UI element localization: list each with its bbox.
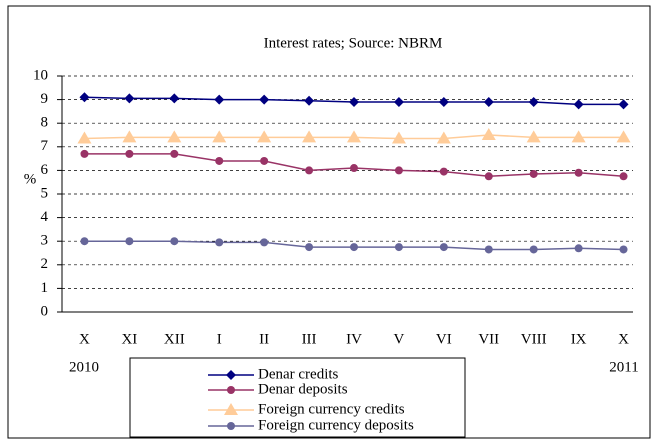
x-tick-label: X (618, 331, 629, 347)
marker (394, 243, 403, 252)
marker (227, 386, 235, 394)
legend (129, 357, 466, 438)
marker (526, 130, 541, 143)
marker (257, 130, 272, 143)
marker (80, 237, 89, 246)
year-label: 2010 (69, 359, 99, 375)
marker (77, 131, 92, 144)
y-tick-label: 6 (41, 162, 49, 178)
x-tick-label: II (259, 331, 269, 347)
marker (125, 149, 134, 158)
y-tick-label: 7 (41, 138, 49, 154)
y-tick-label: 5 (41, 185, 49, 201)
y-tick-label: 2 (41, 256, 49, 272)
chart-title: Interest rates; Source: NBRM (264, 35, 443, 51)
x-tick-label: III (302, 331, 317, 347)
marker (347, 130, 361, 143)
marker (573, 99, 584, 110)
marker (170, 149, 179, 158)
y-tick-label: 1 (41, 280, 49, 296)
y-tick-label: 4 (41, 209, 49, 225)
marker (350, 164, 358, 173)
marker (616, 130, 631, 143)
marker (484, 245, 493, 254)
marker (618, 99, 629, 110)
x-tick-label: VI (436, 331, 452, 347)
legend-label: Foreign currency deposits (258, 417, 414, 433)
marker (167, 130, 182, 143)
marker (483, 96, 494, 107)
marker (481, 128, 496, 140)
marker (438, 96, 449, 107)
marker (169, 93, 180, 104)
x-tick-label: XI (121, 331, 137, 347)
marker (393, 96, 404, 107)
marker (350, 243, 358, 252)
marker (305, 243, 314, 252)
x-tick-label: VII (478, 331, 499, 347)
marker (529, 245, 538, 254)
marker (259, 94, 270, 105)
marker (436, 131, 451, 144)
marker (619, 245, 628, 254)
marker (391, 131, 406, 144)
marker (528, 96, 539, 107)
marker (260, 156, 269, 165)
legend-label: Denar credits (258, 366, 339, 382)
y-tick-label: 3 (41, 233, 49, 249)
x-tick-label: X (79, 331, 90, 347)
x-tick-label: V (394, 331, 405, 347)
x-tick-label: I (217, 331, 222, 347)
marker (122, 130, 137, 143)
y-tick-label: 0 (41, 303, 49, 319)
marker (125, 237, 134, 246)
marker (260, 238, 269, 247)
marker (439, 167, 448, 176)
marker (212, 130, 227, 143)
x-tick-label: XII (164, 331, 185, 347)
marker (302, 130, 317, 143)
legend-label: Foreign currency credits (258, 401, 405, 417)
marker (226, 370, 236, 380)
y-tick-label: 9 (41, 91, 49, 107)
y-tick-label: 8 (41, 115, 49, 131)
marker (304, 95, 315, 106)
marker (484, 172, 493, 181)
legend-label: Denar deposits (258, 381, 348, 397)
marker (529, 169, 538, 178)
x-tick-label: IV (346, 331, 362, 347)
marker (79, 92, 90, 103)
marker (215, 238, 224, 247)
marker (80, 149, 89, 158)
marker (214, 94, 225, 105)
marker (619, 172, 628, 181)
marker (349, 96, 359, 107)
y-tick-label: 10 (33, 67, 48, 83)
x-tick-label: VIII (521, 331, 547, 347)
marker (215, 156, 224, 165)
marker (227, 422, 235, 430)
marker (124, 93, 135, 104)
x-tick-label: IX (571, 331, 587, 347)
marker (574, 168, 583, 177)
y-axis-label: % (24, 171, 37, 187)
marker (394, 166, 403, 175)
marker (170, 237, 179, 246)
marker (439, 243, 448, 252)
marker (305, 166, 314, 175)
year-label: 2011 (609, 359, 638, 375)
marker (224, 403, 238, 415)
marker (571, 130, 586, 143)
marker (574, 244, 583, 253)
